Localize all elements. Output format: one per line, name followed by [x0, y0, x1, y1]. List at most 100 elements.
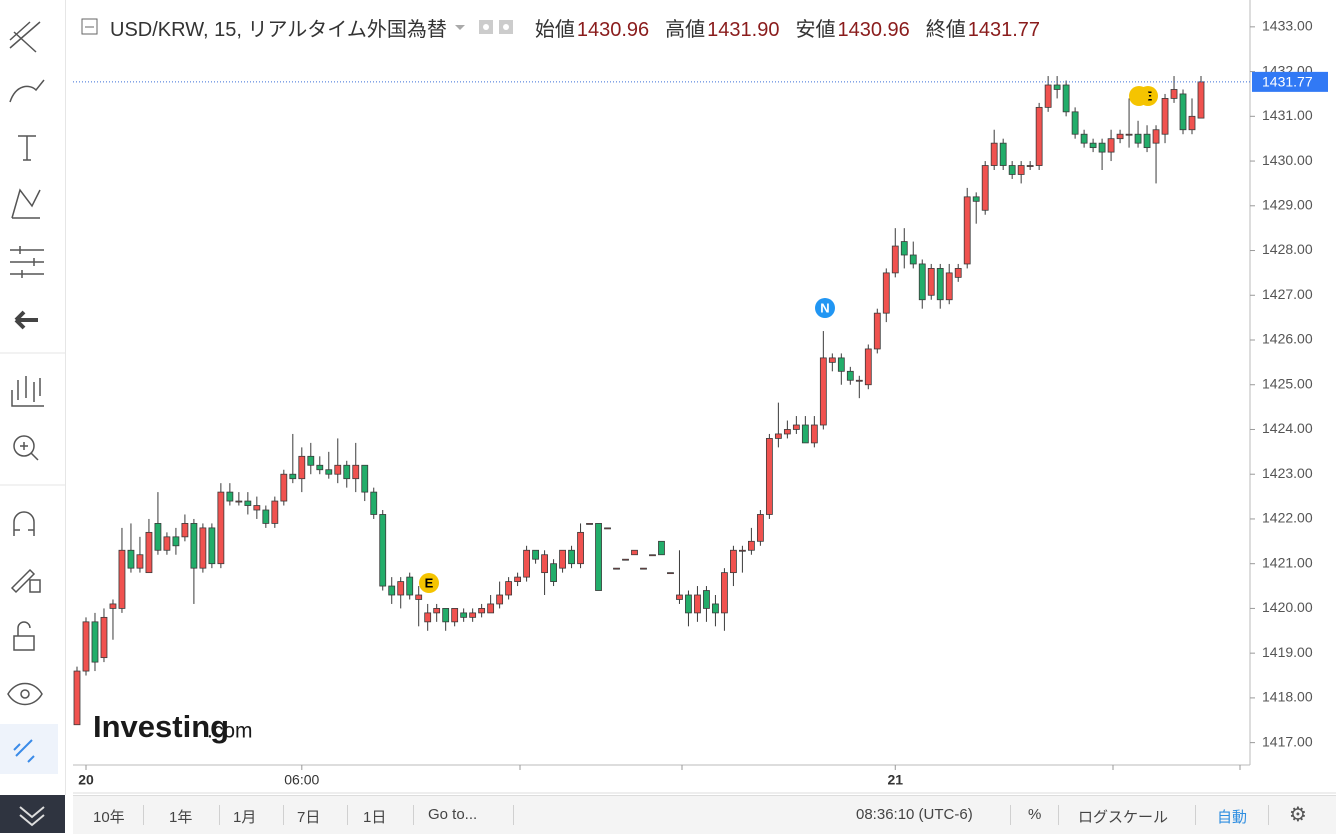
icon-lock-draw[interactable]: [10, 568, 41, 594]
icon-back[interactable]: [14, 310, 38, 330]
candle-body: [604, 527, 611, 530]
ohlc-name: 始値: [534, 18, 575, 41]
candle-body: [388, 585, 396, 596]
candle-body: [523, 549, 530, 578]
range-button[interactable]: 1月: [233, 809, 257, 826]
candle-body: [1008, 165, 1016, 175]
event-marker[interactable]: [419, 573, 439, 593]
y-tick-label: 1426.00: [1262, 331, 1313, 347]
candle-body: [559, 549, 566, 569]
candle-body: [774, 433, 782, 439]
candle-body: [730, 549, 737, 574]
candle-body: [1170, 89, 1178, 99]
icon-lines[interactable]: [9, 21, 41, 53]
icon-lock[interactable]: [13, 621, 35, 651]
candle-body: [145, 531, 153, 574]
header-icons[interactable]: [451, 17, 521, 37]
candle-body: [1188, 115, 1196, 131]
candle-body: [694, 594, 701, 614]
ohlc-value: 1431.90: [707, 18, 780, 41]
candle-body: [577, 531, 584, 565]
auto-button[interactable]: 自動: [1217, 809, 1248, 826]
collapse-button[interactable]: [0, 795, 65, 833]
candle-body: [568, 549, 575, 565]
separator: [513, 805, 514, 825]
candle-body: [1152, 129, 1160, 144]
candle-body: [900, 241, 908, 256]
log-scale-button[interactable]: ログスケール: [1078, 809, 1169, 826]
candle-body: [118, 549, 126, 609]
range-button[interactable]: 7日: [297, 809, 321, 826]
candle-body: [792, 424, 800, 430]
clock: 08:36:10 (UTC-6): [856, 806, 973, 823]
settings-button[interactable]: ⚙: [1289, 804, 1307, 826]
candle-body: [505, 581, 513, 596]
candle-body: [478, 608, 486, 614]
candle-body: [945, 272, 953, 301]
candle-body: [514, 576, 522, 582]
candle-body: [1107, 138, 1115, 153]
icon-pattern[interactable]: [11, 188, 41, 219]
separator: [1058, 805, 1059, 825]
candle-body: [262, 509, 270, 524]
icon-indicators[interactable]: [11, 376, 44, 407]
candle-body: [739, 549, 746, 552]
goto-button[interactable]: Go to...: [428, 806, 478, 823]
icon-eye[interactable]: [7, 682, 43, 706]
candle-body: [658, 540, 665, 556]
y-tick-label: 1421.00: [1262, 554, 1313, 570]
icon-link-bg[interactable]: [0, 724, 58, 774]
separator: [1268, 805, 1269, 825]
icon-fib[interactable]: [10, 246, 44, 278]
separator: [1195, 805, 1196, 825]
candle-body: [1053, 84, 1061, 90]
separator: [283, 805, 284, 825]
candle-body: [1026, 165, 1034, 167]
candle-body: [622, 558, 629, 561]
candle-body: [73, 670, 81, 726]
candle-body: [1161, 98, 1169, 135]
separator: [413, 805, 414, 825]
event-marker-hidden[interactable]: [1129, 86, 1149, 106]
candle-body: [1089, 142, 1097, 149]
candle-body: [712, 603, 719, 614]
candle-body: [828, 357, 836, 363]
collapse-icon[interactable]: [80, 17, 100, 37]
candle-body: [765, 438, 773, 515]
candle-body: [550, 563, 557, 582]
y-tick-label: 1422.00: [1262, 510, 1313, 526]
icon-zoom[interactable]: [13, 435, 35, 457]
candle-body: [631, 549, 638, 556]
range-button[interactable]: 10年: [93, 809, 125, 826]
range-button[interactable]: 1日: [363, 809, 387, 826]
event-label[interactable]: E: [425, 575, 434, 590]
event-marker[interactable]: [815, 298, 835, 318]
percent-button[interactable]: %: [1028, 806, 1042, 823]
icon-text[interactable]: [18, 135, 36, 161]
ohlc-name: 高値: [665, 18, 706, 41]
icon-magnet[interactable]: [13, 511, 35, 536]
y-tick-label: 1428.00: [1262, 241, 1313, 257]
ohlc-value: 1431.77: [967, 18, 1041, 41]
range-button[interactable]: 1年: [169, 809, 193, 826]
event-label[interactable]: N: [820, 300, 829, 315]
candle-body: [972, 196, 980, 202]
watermark-suffix: .com: [207, 720, 253, 743]
candle-body: [334, 464, 342, 475]
candle-body: [424, 612, 432, 623]
candle-body: [298, 455, 306, 480]
y-tick-label: 1418.00: [1262, 689, 1313, 705]
candle-body: [442, 608, 450, 623]
separator: [143, 805, 144, 825]
candle-body: [864, 348, 872, 386]
icon-brush[interactable]: [9, 79, 45, 103]
candle-body: [891, 245, 899, 274]
candle-body: [999, 142, 1007, 166]
candle-body: [271, 500, 279, 524]
candle-body: [100, 616, 108, 659]
candle-body: [640, 567, 647, 570]
ohlc-value: 1430.96: [576, 18, 650, 41]
candle-body: [1116, 133, 1124, 140]
candle-body: [748, 540, 755, 551]
bottom-toolbar: 10年 1年 1月 7日 1日 Go to... 08:36:10 (UTC-6)% ログスケ…: [73, 795, 1336, 834]
